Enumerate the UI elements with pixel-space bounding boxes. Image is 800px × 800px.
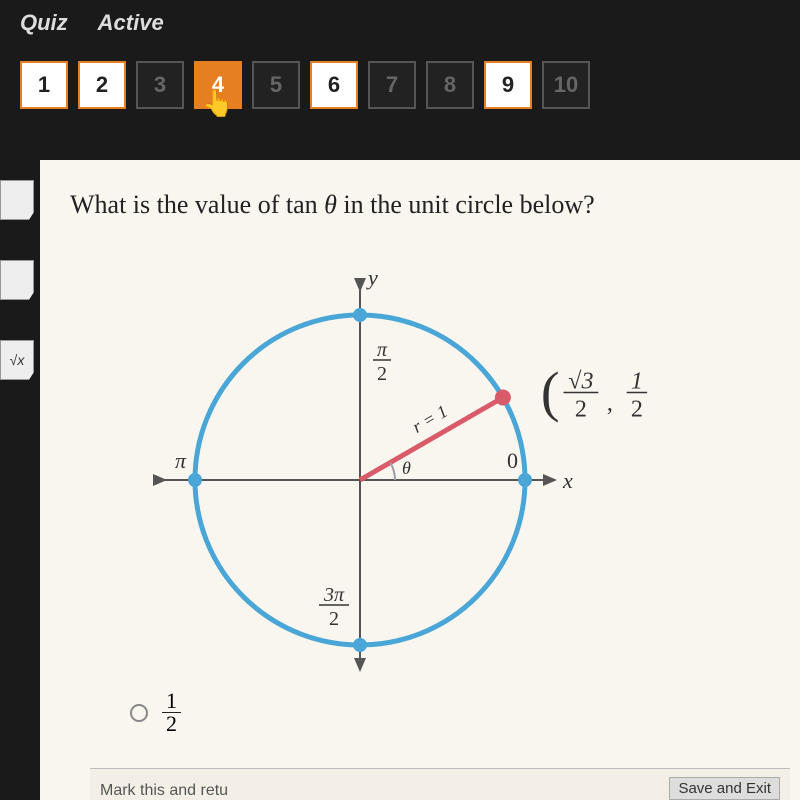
svg-text:2: 2 <box>575 397 587 423</box>
tool-item[interactable] <box>0 260 34 300</box>
svg-text:1: 1 <box>631 369 643 395</box>
svg-text:0: 0 <box>507 448 518 473</box>
nav-question-9[interactable]: 9 <box>484 61 532 109</box>
svg-text:2: 2 <box>377 363 387 385</box>
tab-quiz[interactable]: Quiz <box>20 10 68 36</box>
q-suffix: in the unit circle below? <box>343 190 594 219</box>
question-nav: 1234👆5678910 <box>0 46 800 134</box>
svg-text:2: 2 <box>329 608 339 630</box>
nav-question-2[interactable]: 2 <box>78 61 126 109</box>
svg-text:,: , <box>607 391 613 417</box>
svg-text:(: ( <box>541 362 560 424</box>
answer-option-a[interactable]: 1 2 <box>130 690 770 735</box>
tab-active[interactable]: Active <box>98 10 164 36</box>
q-var: θ <box>324 190 337 219</box>
save-exit-button[interactable]: Save and Exit <box>669 777 780 800</box>
nav-question-3[interactable]: 3 <box>136 61 184 109</box>
nav-question-8[interactable]: 8 <box>426 61 474 109</box>
content-panel: What is the value of tan θ in the unit c… <box>40 160 800 800</box>
svg-text:x: x <box>562 468 573 493</box>
svg-text:√3: √3 <box>568 369 593 395</box>
answer-a-frac: 1 2 <box>162 690 181 735</box>
nav-question-1[interactable]: 1 <box>20 61 68 109</box>
svg-text:π: π <box>377 339 388 361</box>
svg-text:3π: 3π <box>323 584 345 606</box>
nav-question-6[interactable]: 6 <box>310 61 358 109</box>
tool-sqrt[interactable]: √x <box>0 340 34 380</box>
unit-circle-diagram: yxπ0θr = 1π23π2()√32,12 <box>150 250 650 680</box>
q-fn: tan <box>286 190 318 219</box>
svg-text:y: y <box>366 265 378 290</box>
footer-left[interactable]: Mark this and retu <box>100 782 228 800</box>
tool-item[interactable] <box>0 180 34 220</box>
footer-bar: Mark this and retu Save and Exit <box>90 768 790 800</box>
svg-text:2: 2 <box>631 397 643 423</box>
nav-question-7[interactable]: 7 <box>368 61 416 109</box>
nav-question-5[interactable]: 5 <box>252 61 300 109</box>
nav-question-10[interactable]: 10 <box>542 61 590 109</box>
svg-text:θ: θ <box>402 458 411 478</box>
svg-text:π: π <box>175 448 187 473</box>
q-prefix: What is the value of <box>70 190 286 219</box>
radio-icon <box>130 704 148 722</box>
tool-palette: √x <box>0 180 34 420</box>
nav-question-4[interactable]: 4 <box>194 61 242 109</box>
question-text: What is the value of tan θ in the unit c… <box>70 190 770 220</box>
